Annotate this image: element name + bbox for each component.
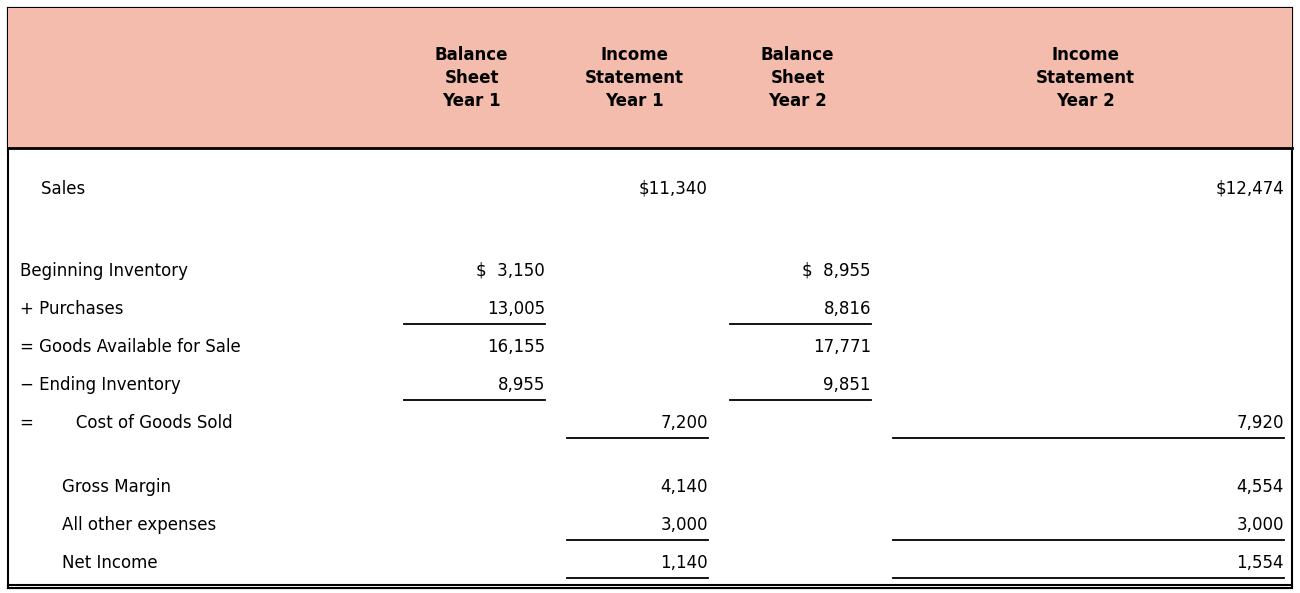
Text: = Goods Available for Sale: = Goods Available for Sale [20,338,240,356]
Bar [8,8,1292,148]
Text: 13,005: 13,005 [488,300,545,318]
Text: 7,920: 7,920 [1236,414,1284,432]
Text: $  8,955: $ 8,955 [802,262,871,280]
Text: All other expenses: All other expenses [20,517,216,534]
Text: 1,140: 1,140 [660,554,708,572]
Text: − Ending Inventory: − Ending Inventory [20,376,181,394]
Text: Net Income: Net Income [20,554,157,572]
Text: 1,554: 1,554 [1236,554,1284,572]
Bar [8,8,1292,148]
Text: 7,200: 7,200 [660,414,708,432]
Bar [8,585,1292,588]
Text: Gross Margin: Gross Margin [20,479,172,496]
Text: 4,140: 4,140 [660,479,708,496]
Text: 3,000: 3,000 [1236,517,1284,534]
Text: Income
Statement
Year 2: Income Statement Year 2 [1036,46,1135,110]
Text: Balance
Sheet
Year 1: Balance Sheet Year 1 [434,46,508,110]
Text: =        Cost of Goods Sold: = Cost of Goods Sold [20,414,233,432]
Text: 16,155: 16,155 [488,338,545,356]
Text: $12,474: $12,474 [1216,180,1284,198]
Text: 4,554: 4,554 [1236,479,1284,496]
Text: Income
Statement
Year 1: Income Statement Year 1 [585,46,684,110]
Text: 8,955: 8,955 [498,376,545,394]
Text: 17,771: 17,771 [812,338,871,356]
Text: 8,816: 8,816 [823,300,871,318]
Text: $11,340: $11,340 [640,180,709,198]
Text: + Purchases: + Purchases [20,300,124,318]
Text: 3,000: 3,000 [660,517,708,534]
Text: Beginning Inventory: Beginning Inventory [20,262,188,280]
Text: 9,851: 9,851 [823,376,871,394]
Text: Balance
Sheet
Year 2: Balance Sheet Year 2 [760,46,835,110]
Text: Sales: Sales [20,180,86,198]
Text: $  3,150: $ 3,150 [476,262,545,280]
